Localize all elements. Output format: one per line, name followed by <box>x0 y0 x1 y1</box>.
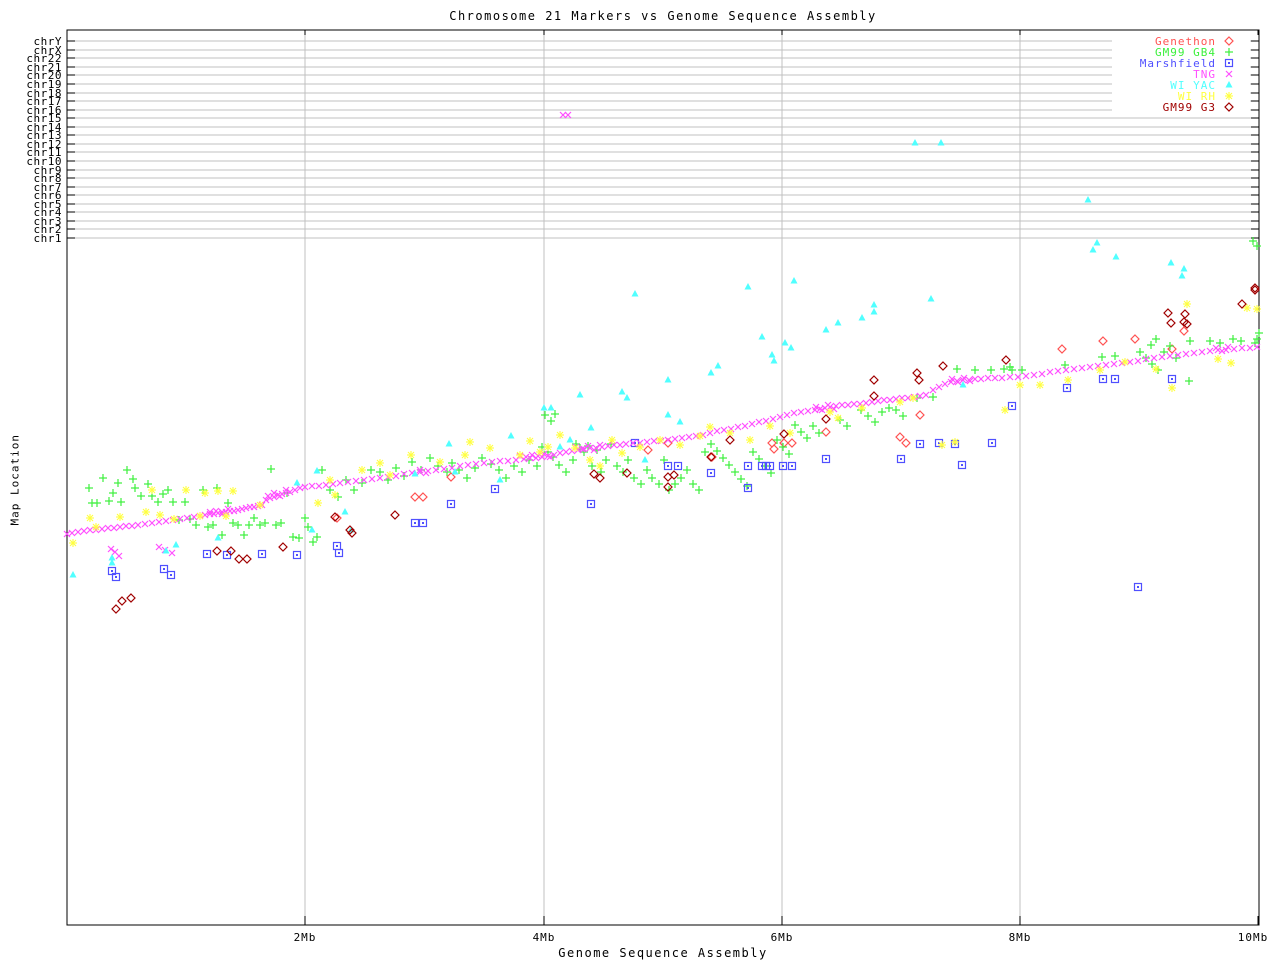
legend-marker-tng <box>1225 70 1233 78</box>
legend-marker-wi-yac <box>1225 81 1233 88</box>
series-marshfield <box>107 374 1177 592</box>
legend-label-marshfield: Marshfield <box>1140 57 1216 70</box>
chromosome-label-chr10: chr10 <box>26 155 62 168</box>
legend-marker-wi-rh <box>1225 92 1233 100</box>
legend-label-genethon: Genethon <box>1155 35 1216 48</box>
x-tick-4Mb: 4Mb <box>533 931 556 944</box>
legend-marker-gm99-g3 <box>1224 102 1234 112</box>
chromosome-label-chr8: chr8 <box>34 172 63 185</box>
chromosome-label-chr9: chr9 <box>34 164 63 177</box>
chromosome-label-chr18: chr18 <box>26 87 62 100</box>
legend-label-wi-rh: WI RH <box>1178 90 1216 103</box>
chart-title: Chromosome 21 Markers vs Genome Sequence… <box>449 9 877 23</box>
y-axis-title: Map Location <box>8 434 22 526</box>
series-tng <box>63 111 1261 560</box>
legend-marker-gm99-gb4 <box>1225 48 1233 56</box>
series-gm99-g3 <box>111 283 1260 614</box>
chromosome-label-chr14: chr14 <box>26 121 62 134</box>
x-tick-labels: 2Mb 4Mb 6Mb 8Mb 10Mb <box>294 931 1269 944</box>
chromosome-label-chr2: chr2 <box>34 223 63 236</box>
legend-label-tng: TNG <box>1193 68 1216 81</box>
legend-label-gm99-gb4: GM99 GB4 <box>1155 46 1216 59</box>
legend-label-gm99-g3: GM99 G3 <box>1163 101 1216 114</box>
axis-ticks <box>67 30 1259 925</box>
chromosome-label-chr6: chr6 <box>34 189 63 202</box>
x-tick-10Mb: 10Mb <box>1238 931 1269 944</box>
chromosome-label-chr15: chr15 <box>26 112 62 125</box>
chromosome-label-chr1: chr1 <box>34 232 63 245</box>
gridlines <box>67 30 1259 925</box>
legend-marker-genethon <box>1224 36 1234 46</box>
chromosome-label-chr17: chr17 <box>26 95 62 108</box>
legend-label-wi-yac: WI YAC <box>1170 79 1216 92</box>
x-tick-8Mb: 8Mb <box>1009 931 1032 944</box>
chromosome-label-chr16: chr16 <box>26 104 62 117</box>
chromosome-label-chr19: chr19 <box>26 78 62 91</box>
series-genethon <box>332 326 1189 523</box>
chromosome-label-chr21: chr21 <box>26 61 62 74</box>
chromosome-label-chr3: chr3 <box>34 215 63 228</box>
chromosome-label-chrX: chrX <box>34 44 63 57</box>
x-tick-2Mb: 2Mb <box>294 931 317 944</box>
chromosome-label-chr13: chr13 <box>26 129 62 142</box>
chromosome-label-chrY: chrY <box>34 35 63 48</box>
chromosome-label-chr22: chr22 <box>26 52 62 65</box>
chromosome-label-chr5: chr5 <box>34 198 63 211</box>
chromosome-label-chr11: chr11 <box>26 146 62 159</box>
chromosome-label-chr7: chr7 <box>34 181 63 194</box>
chromosome-labels: chrYchrXchr22chr21chr20chr19chr18chr17ch… <box>26 35 63 245</box>
x-axis-title: Genome Sequence Assembly <box>558 946 768 960</box>
chromosome-label-chr20: chr20 <box>26 69 62 82</box>
series-wi-rh <box>69 300 1261 547</box>
chromosome-label-chr4: chr4 <box>34 206 63 219</box>
x-tick-6Mb: 6Mb <box>771 931 794 944</box>
plot-frame <box>66 29 1260 926</box>
chromosome-label-chr12: chr12 <box>26 138 62 151</box>
series-gm99-gb4 <box>85 237 1263 546</box>
legend-marker-marshfield <box>1224 58 1234 68</box>
legend-background <box>1112 33 1250 115</box>
